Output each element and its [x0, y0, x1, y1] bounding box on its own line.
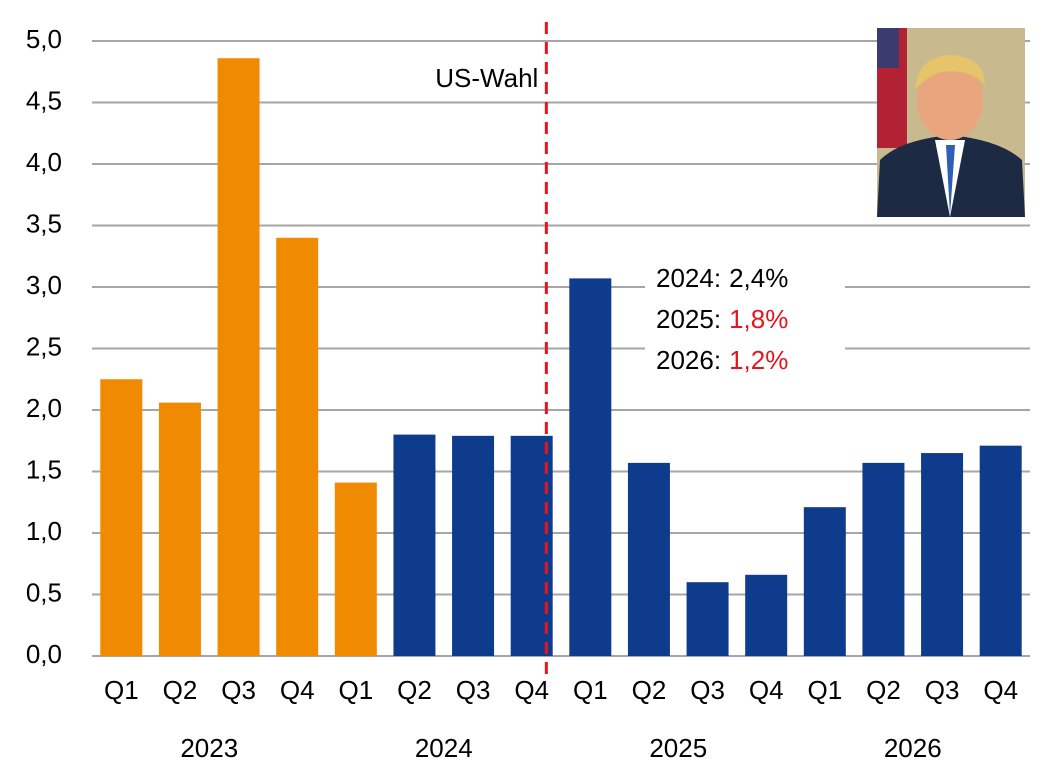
x-tick-label: Q4 — [749, 675, 784, 705]
bar — [862, 462, 905, 656]
y-tick-label: 5,0 — [26, 24, 62, 54]
x-tick-label: Q2 — [163, 675, 198, 705]
x-tick-label: Q3 — [925, 675, 960, 705]
flag-canton — [877, 28, 899, 68]
x-tick-label: Q4 — [514, 675, 549, 705]
face — [917, 60, 983, 140]
bar — [334, 482, 377, 656]
x-group-label: 2024 — [415, 733, 473, 763]
bar — [452, 435, 495, 656]
bar — [803, 507, 846, 656]
x-tick-label: Q3 — [456, 675, 491, 705]
forecast-value: 1,2% — [729, 345, 788, 375]
bar — [217, 58, 260, 657]
bar — [158, 402, 201, 656]
forecast-line: 2026: 1,2% — [656, 345, 788, 375]
tie — [946, 145, 955, 215]
x-tick-label: Q2 — [632, 675, 667, 705]
forecast-line: 2025: 1,8% — [656, 304, 788, 334]
forecast-year: 2024: — [656, 263, 721, 293]
x-tick-label: Q3 — [221, 675, 256, 705]
y-tick-label: 0,5 — [26, 577, 62, 607]
y-tick-label: 4,5 — [26, 85, 62, 115]
labels: 0,0 0,5 1,0 1,5 2,0 2,5 3,0 3,5 4,0 4,5 5,0 Q1 Q2 Q3 Q… — [26, 22, 1018, 763]
x-tick-label: Q1 — [338, 675, 373, 705]
bar — [627, 462, 670, 656]
bar — [100, 379, 143, 656]
forecast-year: 2026: — [656, 345, 721, 375]
y-tick-label: 2,5 — [26, 331, 62, 361]
event-label: US-Wahl — [435, 63, 538, 93]
bar — [979, 445, 1022, 656]
x-tick-label: Q1 — [807, 675, 842, 705]
x-group-label: 2023 — [180, 733, 238, 763]
forecast-year: 2025: — [656, 304, 721, 334]
y-tick-label: 0,0 — [26, 639, 62, 669]
bars — [100, 58, 1022, 657]
x-group-label: 2025 — [649, 733, 707, 763]
forecast-value: 1,8% — [729, 304, 788, 334]
x-tick-label: Q4 — [983, 675, 1018, 705]
forecast-value: 2,4% — [729, 263, 788, 293]
bar — [921, 453, 964, 656]
y-tick-label: 2,0 — [26, 393, 62, 423]
photo — [877, 28, 1025, 217]
bar — [393, 434, 436, 656]
y-tick-label: 3,5 — [26, 208, 62, 238]
y-tick-label: 4,0 — [26, 147, 62, 177]
y-tick-label: 3,0 — [26, 270, 62, 300]
y-tick-label: 1,0 — [26, 516, 62, 546]
y-tick-label: 1,5 — [26, 454, 62, 484]
bar — [686, 582, 729, 656]
bar — [276, 237, 319, 657]
x-group-label: 2026 — [884, 733, 942, 763]
x-tick-label: Q2 — [866, 675, 901, 705]
bar — [745, 574, 788, 656]
x-tick-label: Q2 — [397, 675, 432, 705]
x-tick-label: Q4 — [280, 675, 315, 705]
x-tick-label: Q1 — [104, 675, 139, 705]
hair — [915, 55, 985, 90]
forecast-box — [645, 258, 845, 382]
forecast-line: 2024: 2,4% — [656, 263, 788, 293]
bar — [569, 278, 612, 656]
x-tick-label: Q3 — [690, 675, 725, 705]
x-tick-label: Q1 — [573, 675, 608, 705]
